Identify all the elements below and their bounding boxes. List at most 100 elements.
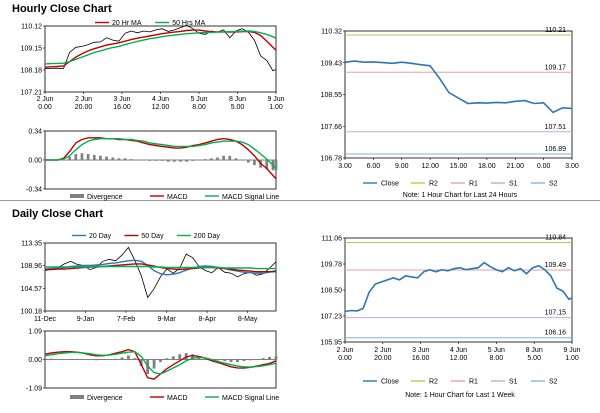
daily-macd-y-tick-label: 1.09 <box>28 329 42 336</box>
daily-price-x-tick-label: 7-Feb <box>117 316 135 323</box>
hourly-macd-divergence-bar <box>160 160 164 161</box>
daily-pivot-legend-label: Close <box>381 379 399 386</box>
hourly-pivot-y-tick-label: 108.55 <box>321 92 343 99</box>
hourly-pivot-legend-label: R2 <box>429 181 438 188</box>
hourly-macd-divergence-bar <box>222 155 225 160</box>
daily-price-series-line <box>44 259 277 276</box>
hourly-pivot-y-tick-label: 106.78 <box>321 156 343 163</box>
hourly-macd-divergence-bar <box>148 160 152 161</box>
hourly-pivot-plot-frame <box>344 30 573 159</box>
section-divider <box>0 200 600 201</box>
hourly-price-series-line <box>44 30 277 65</box>
hourly-macd-series-line <box>45 137 277 180</box>
daily-pivot-x-tick-label: 16.00 <box>412 355 430 362</box>
hourly-macd-divergence-bar <box>92 154 96 160</box>
hourly-macd-y-tick-label: 0.00 <box>28 158 42 165</box>
hourly-pivot-x-tick-label: 18.00 <box>478 163 496 170</box>
hourly-macd-divergence-bar <box>246 160 250 163</box>
hourly-price-series-line <box>44 29 277 68</box>
daily-pivot-x-tick-label: 9 Jun <box>563 347 580 354</box>
daily-price-plot-frame <box>44 242 277 312</box>
hourly-price-plot-frame <box>44 25 277 93</box>
hourly-macd-divergence-bar <box>129 159 133 160</box>
daily-macd-divergence-bar <box>255 358 259 360</box>
daily-pivot-close-line <box>344 261 573 313</box>
hourly-price-legend-label: 50 Hrs MA <box>172 20 205 27</box>
daily-pivot-y-tick-label: 107.23 <box>321 314 343 321</box>
hourly-price-y-tick-label: 107.21 <box>21 90 43 97</box>
hourly-macd-divergence-bar <box>228 155 232 160</box>
hourly-pivot-legend-label: Close <box>381 181 399 188</box>
daily-pivot-y-tick-label: 109.78 <box>321 262 343 269</box>
hourly-price-x-tick-label: 1.00 <box>269 104 283 111</box>
daily-macd-divergence-bar <box>216 359 220 361</box>
daily-macd-divergence-bar <box>120 357 124 360</box>
daily-macd-divergence-bar <box>223 359 227 362</box>
daily-macd-divergence-bar <box>56 358 60 360</box>
daily-macd-divergence-bar <box>43 358 47 360</box>
daily-macd-divergence-bar <box>133 358 137 360</box>
hourly-price-x-tick-label: 5.00 <box>231 104 245 111</box>
hourly-price-y-tick-label: 110.12 <box>21 24 42 31</box>
daily-macd-divergence-bar <box>261 358 265 360</box>
hourly-pivot-level-label: 107.51 <box>545 124 567 131</box>
hourly-macd-divergence-bar <box>111 157 115 160</box>
daily-price-legend-label: 20 Day <box>89 233 112 240</box>
daily-macd-legend-label: MACD Signal Line <box>222 395 279 402</box>
hourly-macd-divergence-bar <box>209 158 213 160</box>
hourly-macd-divergence-bar <box>105 156 108 160</box>
hourly-macd-series-line <box>45 137 277 169</box>
hourly-price-x-tick-label: 0.00 <box>38 104 52 111</box>
hourly-pivot-x-tick-label: 3.00 <box>565 163 579 170</box>
hourly-price-x-tick-label: 8.00 <box>192 104 206 111</box>
daily-price-x-tick-label: 9-Jan <box>77 316 95 323</box>
daily-pivot-x-tick-label: 8 Jun <box>526 347 543 354</box>
hourly-price-x-tick-label: 5 Jun <box>190 96 207 103</box>
daily-price-y-tick-label: 108.96 <box>21 263 43 270</box>
daily-macd-divergence-bar <box>268 356 271 360</box>
daily-pivot-x-tick-label: 20.00 <box>374 355 392 362</box>
daily-pivot-y-tick-label: 111.06 <box>322 236 342 243</box>
hourly-pivot-x-tick-label: 0.00 <box>537 163 551 170</box>
daily-macd-divergence-bar <box>191 354 194 360</box>
hourly-macd-divergence-bar <box>123 158 127 160</box>
daily-macd-divergence-bar <box>50 358 53 360</box>
daily-macd-divergence-bar <box>101 359 105 361</box>
hourly-macd-divergence-bar <box>216 157 219 160</box>
hourly-price-x-tick-label: 8 Jun <box>229 96 246 103</box>
hourly-price-series-line <box>45 24 277 72</box>
hourly-pivot-x-tick-label: 6.00 <box>367 163 381 170</box>
daily-macd-divergence-bar <box>165 358 169 360</box>
hourly-macd-divergence-bar <box>253 160 256 166</box>
hourly-macd-y-tick-label: 0.34 <box>28 129 42 136</box>
daily-macd-divergence-bar <box>171 356 175 360</box>
hourly-pivot-legend-label: R1 <box>469 181 478 188</box>
daily-pivot-level-label: 106.16 <box>545 330 567 337</box>
daily-pivot-x-tick-label: 2 Jun <box>336 347 353 354</box>
daily-macd-series-line <box>44 348 277 380</box>
daily-pivot-level-label: 107.15 <box>545 310 567 317</box>
daily-macd-divergence-bar <box>88 359 92 361</box>
daily-pivot-y-tick-label: 108.50 <box>321 288 343 295</box>
daily-macd-divergence-bar <box>248 359 252 361</box>
daily-price-y-tick-label: 104.57 <box>21 286 43 293</box>
hourly-price-x-tick-label: 16.00 <box>113 104 131 111</box>
hourly-pivot-x-tick-label: 3.00 <box>338 163 352 170</box>
daily-macd-legend-label: MACD <box>167 395 188 402</box>
daily-pivot-level-label: 110.84 <box>545 234 566 241</box>
daily-pivot-note: Note: 1 Hour Chart for Last 1 Week <box>405 392 515 399</box>
daily-macd-divergence-bar <box>229 359 233 363</box>
hourly-pivot-y-tick-label: 110.32 <box>321 29 342 36</box>
daily-macd-divergence-bar <box>127 355 130 360</box>
hourly-macd-legend-label: Divergence <box>87 194 123 201</box>
daily-macd-divergence-bar <box>94 359 98 361</box>
daily-price-series-line <box>45 265 276 270</box>
daily-pivot-legend-label: R1 <box>469 379 478 386</box>
hourly-macd-divergence-bar <box>86 154 90 160</box>
hourly-pivot-x-tick-label: 9.00 <box>395 163 409 170</box>
daily-pivot-level-label: 109.49 <box>545 262 567 269</box>
hourly-pivot-legend-label: S2 <box>549 181 558 188</box>
hourly-pivot-x-tick-label: 21.00 <box>506 163 524 170</box>
hourly-pivot-close-line <box>344 60 573 114</box>
